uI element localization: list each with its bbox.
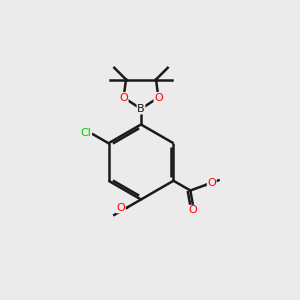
Text: O: O [119, 92, 128, 103]
Text: O: O [116, 203, 125, 213]
Text: Cl: Cl [81, 128, 92, 138]
Text: O: O [189, 205, 198, 215]
Text: O: O [207, 178, 216, 188]
Text: O: O [154, 92, 163, 103]
Text: B: B [137, 104, 145, 114]
